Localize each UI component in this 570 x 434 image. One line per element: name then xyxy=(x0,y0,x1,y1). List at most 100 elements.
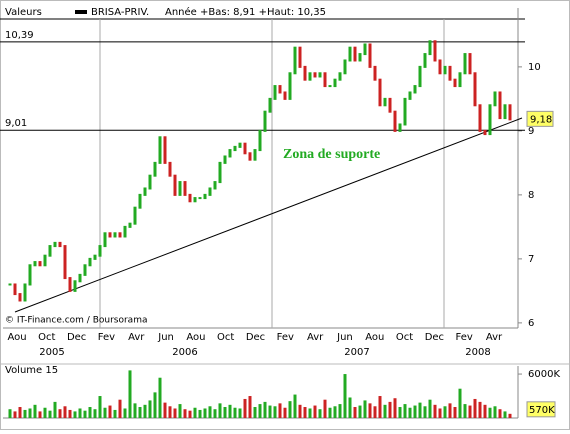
x-tick-label: Jun xyxy=(336,332,353,343)
x-tick-label: Dec xyxy=(246,332,265,343)
volume-bar xyxy=(278,403,282,418)
candle xyxy=(343,59,347,75)
candle xyxy=(468,53,472,75)
candle xyxy=(53,241,57,248)
volume-bar xyxy=(293,394,297,418)
candle xyxy=(58,241,62,248)
candle xyxy=(353,46,357,62)
volume-bar xyxy=(393,398,397,418)
candle xyxy=(213,181,217,190)
volume-bar xyxy=(123,408,127,418)
volume-bar xyxy=(448,403,452,418)
candle xyxy=(198,197,202,200)
volume-bar xyxy=(483,404,487,418)
volume-bar xyxy=(358,405,362,418)
candle xyxy=(38,261,42,267)
volume-bar xyxy=(133,403,137,418)
year-label: 2006 xyxy=(172,347,197,358)
x-tick-label: Dec xyxy=(425,332,444,343)
candle xyxy=(488,104,492,136)
candle xyxy=(73,280,77,292)
x-tick-label: Aou xyxy=(7,332,26,343)
candle xyxy=(508,104,512,121)
volume-bar xyxy=(193,407,197,418)
candle xyxy=(8,283,12,286)
volume-bar xyxy=(18,407,22,418)
candle xyxy=(283,91,287,100)
volume-bar xyxy=(233,407,237,418)
candle xyxy=(118,232,122,238)
candle xyxy=(28,264,32,286)
candle xyxy=(428,40,432,56)
x-tick-label: Avr xyxy=(486,332,503,343)
candle xyxy=(183,181,187,196)
volume-bar xyxy=(338,404,342,418)
volume-bar xyxy=(428,399,432,418)
volume-bar xyxy=(478,401,482,418)
candle xyxy=(178,181,182,196)
volume-bar xyxy=(188,410,192,418)
candle xyxy=(403,97,407,126)
candle xyxy=(293,46,297,75)
volume-bar xyxy=(208,406,212,418)
volume-bar xyxy=(153,392,157,418)
candle xyxy=(453,78,457,88)
volume-bar xyxy=(98,396,102,418)
volume-bar xyxy=(378,396,382,418)
candle xyxy=(33,261,37,267)
candle xyxy=(308,72,312,81)
candle xyxy=(248,152,252,161)
volume-bar xyxy=(113,409,117,418)
volume-bar xyxy=(283,407,287,418)
volume-bar xyxy=(303,407,307,418)
candle xyxy=(98,245,102,257)
candle xyxy=(43,254,47,267)
candle xyxy=(493,91,497,107)
candle xyxy=(173,174,177,196)
x-tick-label: Aou xyxy=(365,332,384,343)
candle xyxy=(133,206,137,225)
volume-bar xyxy=(228,404,232,418)
candle xyxy=(303,65,307,81)
volume-bar xyxy=(248,396,252,418)
volume-bar xyxy=(103,407,107,418)
volume-bar xyxy=(108,405,112,418)
candle xyxy=(483,129,487,136)
candle xyxy=(153,161,157,177)
candle xyxy=(83,264,87,276)
volume-bar xyxy=(183,409,187,418)
candle xyxy=(313,72,317,78)
candle xyxy=(433,40,437,62)
volume-bar xyxy=(28,408,32,418)
volume-bar xyxy=(128,370,132,418)
volume-bar xyxy=(243,398,247,418)
volume-bar xyxy=(68,409,72,418)
volume-bar xyxy=(488,407,492,418)
volume-bar xyxy=(498,409,502,418)
volume-bar xyxy=(323,399,327,418)
volume-bar xyxy=(53,401,57,418)
volume-bar xyxy=(138,407,142,418)
candle xyxy=(398,123,402,132)
volume-bar xyxy=(318,409,322,418)
candle xyxy=(408,91,412,100)
candle xyxy=(418,65,422,88)
volume-bar xyxy=(143,404,147,418)
volume-bar xyxy=(433,404,437,418)
volume-bar xyxy=(493,406,497,418)
candle xyxy=(498,91,502,120)
volume-bar xyxy=(203,408,207,418)
candle xyxy=(243,142,247,155)
volume-bar xyxy=(373,406,377,418)
candle xyxy=(113,232,117,238)
candle xyxy=(358,53,362,62)
year-label: 2005 xyxy=(39,347,64,358)
candle xyxy=(368,43,372,68)
candle xyxy=(63,245,67,280)
candle xyxy=(348,46,352,62)
candle xyxy=(288,72,292,100)
volume-bar xyxy=(473,398,477,418)
trendline xyxy=(14,117,523,313)
volume-bar xyxy=(178,404,182,418)
